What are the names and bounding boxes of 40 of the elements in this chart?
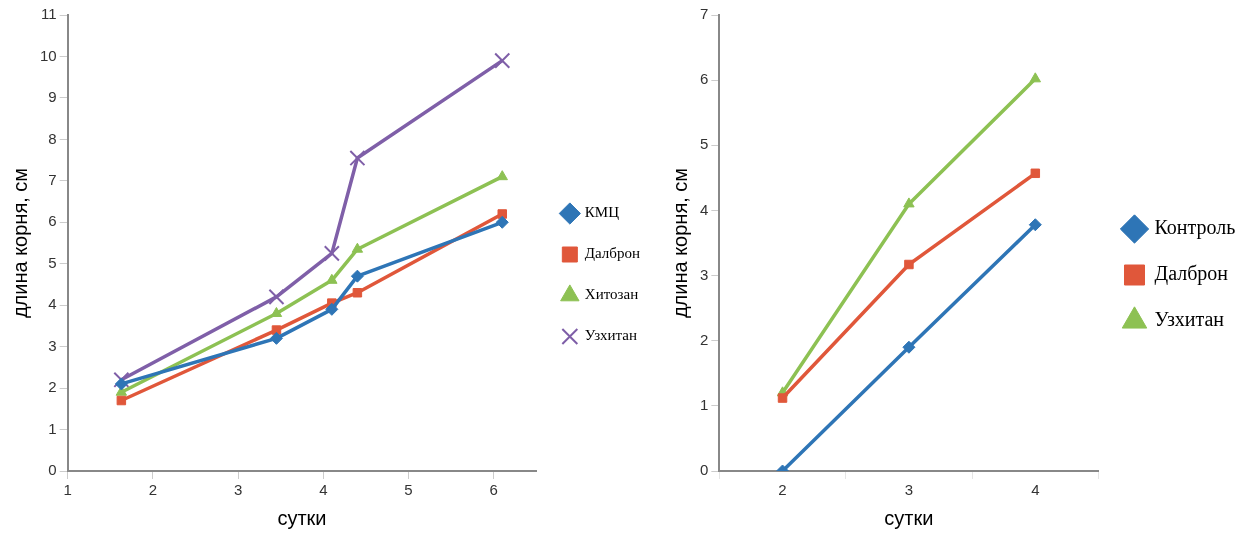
y-tick-label: 7: [48, 170, 57, 188]
y-tick-label: 6: [48, 212, 57, 230]
x-tick-label: 2: [148, 481, 158, 499]
x-tick-label: 1: [63, 481, 72, 499]
y-tick-label: 3: [700, 265, 709, 283]
legend-label: Хитозан: [584, 286, 639, 303]
y-tick-label: 7: [700, 5, 709, 23]
y-tick-label: 2: [48, 378, 57, 396]
y-axis-title: длина корня, см: [668, 167, 691, 319]
x-tick-label: 4: [319, 481, 328, 499]
y-tick-label: 0: [48, 461, 57, 479]
x-tick-label: 6: [489, 481, 498, 499]
y-tick-label: 4: [48, 295, 57, 313]
y-axis-title: длина корня, см: [8, 167, 31, 319]
x-axis-title: сутки: [277, 506, 327, 529]
y-tick-label: 6: [700, 70, 709, 88]
x-tick-label: 4: [1031, 481, 1040, 499]
x-axis-title: сутки: [884, 506, 934, 529]
legend-label: КМЦ: [584, 204, 620, 221]
legend-label: Далброн: [1154, 262, 1229, 286]
y-tick-label: 9: [48, 88, 57, 106]
y-tick-label: 2: [700, 330, 709, 348]
legend-label: Узхитан: [584, 327, 638, 344]
y-tick-label: 11: [41, 5, 57, 23]
y-tick-label: 0: [700, 461, 709, 479]
y-tick-label: 3: [48, 336, 57, 354]
legend-label: Узхитан: [1154, 308, 1225, 331]
y-tick-label: 8: [48, 129, 57, 147]
legend-label: Контроль: [1154, 216, 1236, 240]
x-tick-label: 2: [778, 481, 787, 499]
y-tick-label: 5: [48, 253, 57, 271]
y-tick-label: 1: [48, 419, 57, 437]
y-tick-label: 10: [40, 46, 57, 64]
x-tick-label: 3: [233, 481, 243, 499]
x-tick-label: 3: [904, 481, 914, 499]
x-tick-label: 5: [404, 481, 413, 499]
y-tick-label: 5: [700, 135, 709, 153]
y-tick-label: 1: [700, 396, 709, 413]
y-tick-label: 4: [700, 200, 709, 218]
legend-label: Далброн: [584, 245, 641, 262]
